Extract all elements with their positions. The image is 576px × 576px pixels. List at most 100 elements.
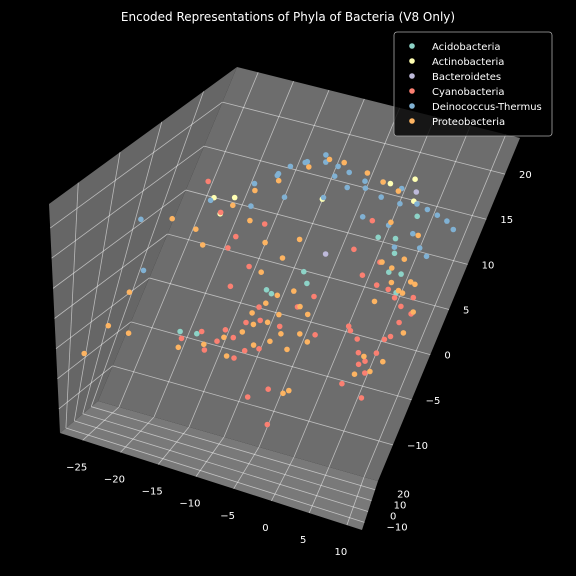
data-point <box>175 344 182 351</box>
data-point <box>249 310 255 316</box>
data-point <box>351 371 358 378</box>
data-point <box>407 279 414 285</box>
z-tick-label: 10 <box>482 260 495 271</box>
data-point <box>410 294 417 301</box>
data-point <box>414 201 420 207</box>
data-point <box>198 328 205 335</box>
data-point <box>284 346 290 353</box>
data-point <box>395 188 402 194</box>
legend-marker <box>409 43 415 49</box>
data-point <box>250 321 257 328</box>
data-point <box>227 283 234 290</box>
data-point <box>385 286 392 293</box>
y-grid-line <box>65 427 365 523</box>
data-point <box>362 358 368 365</box>
x-grid-line <box>157 426 190 465</box>
data-point <box>274 172 281 179</box>
data-point <box>364 170 371 176</box>
data-point <box>410 230 416 237</box>
data-point <box>296 236 303 243</box>
data-point <box>201 347 208 353</box>
data-point <box>274 292 281 299</box>
z-tick-label: 5 <box>463 306 469 317</box>
legend-label: Proteobacteria <box>432 117 505 128</box>
data-point <box>304 280 310 287</box>
legend-label: Deinococcus-Thermus <box>432 102 542 113</box>
data-point <box>177 328 183 335</box>
data-point <box>105 322 112 329</box>
data-point <box>380 179 386 185</box>
z-tick-label: −10 <box>407 441 428 452</box>
data-point <box>257 317 264 324</box>
legend-marker <box>409 118 415 124</box>
data-point <box>280 390 286 397</box>
data-point <box>320 194 327 201</box>
data-point <box>169 215 175 222</box>
data-point <box>304 158 311 165</box>
data-point <box>322 251 329 257</box>
data-point <box>248 203 254 209</box>
data-point <box>444 218 450 224</box>
left-pane <box>49 67 237 433</box>
data-point <box>268 290 275 297</box>
data-point <box>397 200 403 207</box>
data-point <box>347 327 354 334</box>
legend-marker <box>409 88 415 94</box>
data-point <box>178 335 185 342</box>
x-tick-label: −10 <box>179 499 200 510</box>
data-point <box>413 189 420 195</box>
data-point <box>199 242 206 248</box>
data-point <box>275 177 282 184</box>
data-point <box>412 281 418 288</box>
data-point <box>379 259 385 265</box>
z-grid-line <box>167 233 450 310</box>
x-grid-line <box>195 436 225 477</box>
data-point <box>267 338 273 345</box>
data-point <box>207 197 214 204</box>
data-point <box>263 300 269 307</box>
data-point <box>373 282 380 288</box>
legend-label: Bacteroidetes <box>432 72 501 83</box>
data-point <box>276 311 282 318</box>
data-point <box>263 287 270 293</box>
z-grid-line <box>112 365 394 446</box>
data-point <box>359 214 366 220</box>
data-point <box>297 331 303 337</box>
data-point <box>414 213 421 220</box>
data-point <box>362 178 368 184</box>
data-point <box>398 271 404 277</box>
z-grid-line <box>52 189 187 289</box>
z-grid-line <box>203 145 487 220</box>
data-point <box>434 212 441 218</box>
data-point <box>392 235 399 242</box>
chart-title: Encoded Representations of Phyla of Bact… <box>121 10 455 24</box>
data-point <box>231 355 237 361</box>
data-point <box>233 233 239 240</box>
data-point <box>378 194 385 200</box>
data-point <box>287 163 294 170</box>
data-point <box>264 319 271 326</box>
data-point <box>279 255 286 261</box>
data-point <box>256 304 262 310</box>
z-tick-label: 15 <box>500 215 513 226</box>
data-point <box>355 349 362 356</box>
data-point <box>373 350 380 356</box>
data-point <box>291 288 297 294</box>
data-point <box>230 334 237 341</box>
data-point <box>194 330 200 337</box>
z-grid-line <box>185 189 468 265</box>
data-point <box>450 226 457 233</box>
data-point <box>193 226 199 232</box>
data-point <box>355 361 362 368</box>
z-grid-line <box>55 277 150 349</box>
data-point <box>381 336 388 343</box>
data-point <box>306 164 312 170</box>
legend: Acidobacteria Actinobacteria Bacteroidetes… <box>393 31 553 137</box>
x-tick-label: −20 <box>104 474 125 485</box>
data-point <box>250 342 257 348</box>
data-point <box>399 290 406 296</box>
data-point <box>261 221 268 227</box>
data-point <box>223 353 230 359</box>
data-point <box>369 217 376 224</box>
